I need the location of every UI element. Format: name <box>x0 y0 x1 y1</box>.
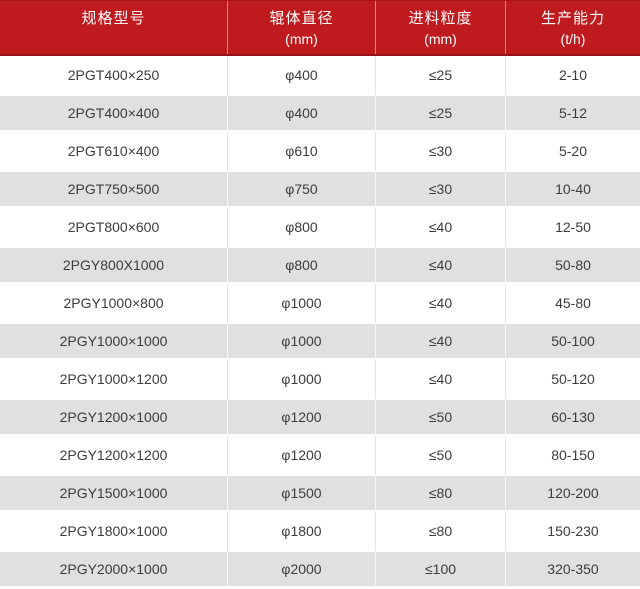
table-cell: 5-20 <box>505 132 640 170</box>
table-cell: 2PGT800×600 <box>67 219 160 235</box>
table-cell: 45-80 <box>505 284 640 322</box>
table-cell: 2PGY2000×1000 <box>59 561 168 577</box>
table-cell: 60-130 <box>505 398 640 436</box>
table-row: 2PGT750×500 φ750 ≤30 10-40 <box>0 170 640 208</box>
header-cell-model: 规格型号 <box>0 1 227 54</box>
table-cell: 2PGY800X1000 <box>62 257 165 273</box>
table-row: 2PGT610×400 φ610 ≤30 5-20 <box>0 132 640 170</box>
table-cell: φ2000 <box>227 550 375 588</box>
table-cell: 2PGT750×500 <box>67 181 160 197</box>
table-row: 2PGY1200×1000 φ1200 ≤50 60-130 <box>0 398 640 436</box>
table-cell: ≤30 <box>375 170 505 208</box>
table-cell: 320-350 <box>505 550 640 588</box>
table-row: 2PGY1200×1200 φ1200 ≤50 80-150 <box>0 436 640 474</box>
header-title: 生产能力 <box>540 10 605 27</box>
table-cell: ≤40 <box>375 284 505 322</box>
table-cell: φ800 <box>227 208 375 246</box>
table-cell: φ1800 <box>227 512 375 550</box>
table-cell: 2PGY1800×1000 <box>59 523 168 539</box>
header-title: 进料粒度 <box>408 10 473 27</box>
table-cell: 2PGY1000×800 <box>63 295 164 311</box>
table-cell: φ750 <box>227 170 375 208</box>
table-row: 2PGY1000×800 φ1000 ≤40 45-80 <box>0 284 640 322</box>
table-row: 2PGT800×600 φ800 ≤40 12-50 <box>0 208 640 246</box>
header-unit: (mm) <box>424 31 457 47</box>
table-cell: φ400 <box>227 56 375 94</box>
table-cell: 2-10 <box>505 56 640 94</box>
table-cell: φ1200 <box>227 436 375 474</box>
table-cell: ≤100 <box>375 550 505 588</box>
table-header: 规格型号 辊体直径 (mm) 进料粒度 (mm) 生产能力 (t/h) <box>0 0 640 56</box>
table-cell: ≤40 <box>375 208 505 246</box>
table-cell: φ1000 <box>227 322 375 360</box>
table-cell: 10-40 <box>505 170 640 208</box>
header-cell-capacity: 生产能力 (t/h) <box>505 1 640 54</box>
table-cell: ≤40 <box>375 322 505 360</box>
table-row: 2PGY1000×1200 φ1000 ≤40 50-120 <box>0 360 640 398</box>
table-cell: 2PGT400×250 <box>67 67 160 83</box>
table-cell: 2PGT610×400 <box>67 143 160 159</box>
table-cell: 50-100 <box>505 322 640 360</box>
table-cell: ≤50 <box>375 436 505 474</box>
table-row: 2PGY800X1000 φ800 ≤40 50-80 <box>0 246 640 284</box>
table-cell: ≤50 <box>375 398 505 436</box>
table-row: 2PGY1800×1000 φ1800 ≤80 150-230 <box>0 512 640 550</box>
table-cell: ≤25 <box>375 56 505 94</box>
header-title: 规格型号 <box>81 10 146 27</box>
table-cell: 120-200 <box>505 474 640 512</box>
table-cell: 12-50 <box>505 208 640 246</box>
table-cell: 5-12 <box>505 94 640 132</box>
table-cell: φ1000 <box>227 284 375 322</box>
table-cell: ≤30 <box>375 132 505 170</box>
table-row: 2PGY2000×1000 φ2000 ≤100 320-350 <box>0 550 640 588</box>
table-cell: 2PGY1200×1200 <box>59 447 168 463</box>
header-cell-feed-size: 进料粒度 (mm) <box>375 1 505 54</box>
table-cell: ≤25 <box>375 94 505 132</box>
table-cell: φ610 <box>227 132 375 170</box>
header-cell-roller-diameter: 辊体直径 (mm) <box>227 1 375 54</box>
table-cell: 50-120 <box>505 360 640 398</box>
table-body: 2PGT400×250 φ400 ≤25 2-10 2PGT400×400 φ400 ≤25… <box>0 56 640 588</box>
table-cell: 2PGT400×400 <box>67 105 160 121</box>
table-cell: 50-80 <box>505 246 640 284</box>
table-row: 2PGT400×250 φ400 ≤25 2-10 <box>0 56 640 94</box>
header-title: 辊体直径 <box>269 10 334 27</box>
table-cell: 2PGY1500×1000 <box>59 485 168 501</box>
table-cell: 150-230 <box>505 512 640 550</box>
table-row: 2PGY1500×1000 φ1500 ≤80 120-200 <box>0 474 640 512</box>
table-cell: 2PGY1000×1000 <box>59 333 168 349</box>
header-unit: (mm) <box>285 31 318 47</box>
table-cell: 80-150 <box>505 436 640 474</box>
header-unit: (t/h) <box>560 31 586 47</box>
table-cell: ≤80 <box>375 512 505 550</box>
table-cell: ≤80 <box>375 474 505 512</box>
table-cell: 2PGY1000×1200 <box>59 371 168 387</box>
table-cell: φ400 <box>227 94 375 132</box>
table-cell: ≤40 <box>375 246 505 284</box>
table-row: 2PGY1000×1000 φ1000 ≤40 50-100 <box>0 322 640 360</box>
table-row: 2PGT400×400 φ400 ≤25 5-12 <box>0 94 640 132</box>
table-cell: φ1000 <box>227 360 375 398</box>
table-cell: φ1500 <box>227 474 375 512</box>
table-cell: φ1200 <box>227 398 375 436</box>
table-cell: φ800 <box>227 246 375 284</box>
table-cell: ≤40 <box>375 360 505 398</box>
table-cell: 2PGY1200×1000 <box>59 409 168 425</box>
